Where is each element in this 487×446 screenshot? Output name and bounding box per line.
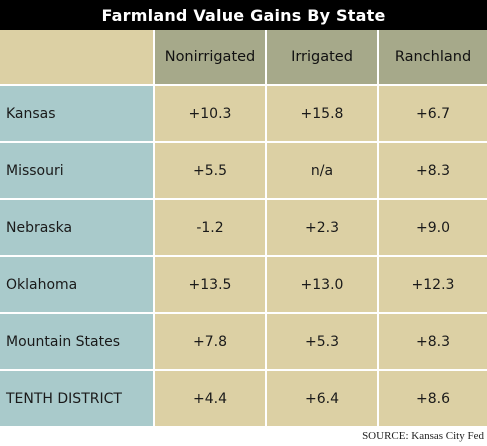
- table-cell: +10.3: [155, 86, 265, 141]
- table-cell: +5.3: [267, 314, 377, 369]
- column-header-nonirrigated: Nonirrigated: [155, 30, 265, 84]
- table-cell: +8.3: [379, 143, 487, 198]
- table-cell: +2.3: [267, 200, 377, 255]
- table-cell: +7.8: [155, 314, 265, 369]
- table-cell: +13.0: [267, 257, 377, 312]
- source-note: SOURCE: Kansas City Fed: [362, 430, 484, 442]
- row-label-nebraska: Nebraska: [0, 200, 153, 255]
- row-label-oklahoma: Oklahoma: [0, 257, 153, 312]
- table-cell: n/a: [267, 143, 377, 198]
- table-cell: +13.5: [155, 257, 265, 312]
- table-cell: +9.0: [379, 200, 487, 255]
- table-cell: +6.7: [379, 86, 487, 141]
- row-label-kansas: Kansas: [0, 86, 153, 141]
- table-cell: -1.2: [155, 200, 265, 255]
- table-cell: +4.4: [155, 371, 265, 426]
- data-table: Nonirrigated Irrigated Ranchland Kansas …: [0, 30, 487, 428]
- row-label-missouri: Missouri: [0, 143, 153, 198]
- table-corner: [0, 30, 153, 84]
- table-cell: +8.3: [379, 314, 487, 369]
- table-cell: +8.6: [379, 371, 487, 426]
- table-cell: +12.3: [379, 257, 487, 312]
- table-title: Farmland Value Gains By State: [0, 0, 487, 30]
- table-cell: +5.5: [155, 143, 265, 198]
- column-header-ranchland: Ranchland: [379, 30, 487, 84]
- row-label-tenth-district: TENTH DISTRICT: [0, 371, 153, 426]
- table-cell: +6.4: [267, 371, 377, 426]
- table-cell: +15.8: [267, 86, 377, 141]
- row-label-mountain-states: Mountain States: [0, 314, 153, 369]
- column-header-irrigated: Irrigated: [267, 30, 377, 84]
